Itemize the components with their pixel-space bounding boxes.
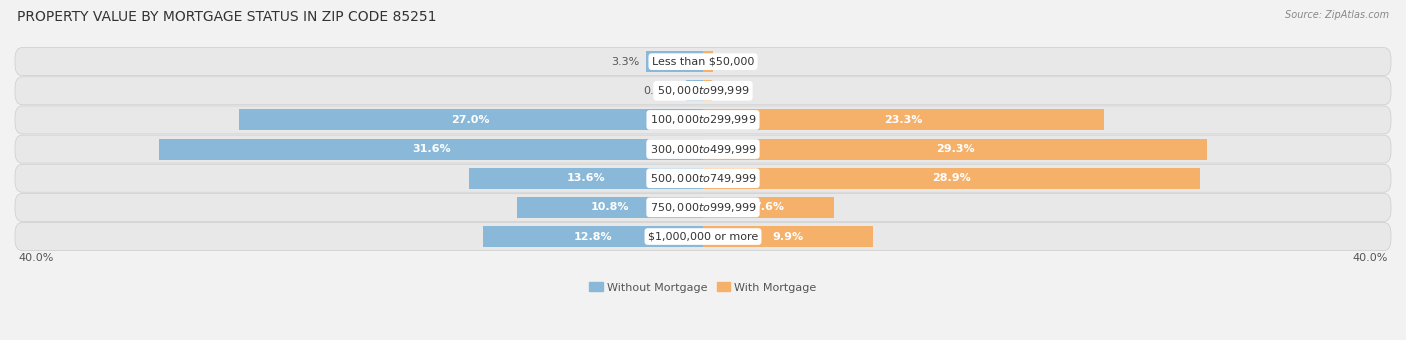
- Bar: [647, 51, 703, 72]
- Text: 0.99%: 0.99%: [644, 86, 679, 96]
- Text: 28.9%: 28.9%: [932, 173, 972, 183]
- Text: 27.0%: 27.0%: [451, 115, 491, 125]
- Text: $750,000 to $999,999: $750,000 to $999,999: [650, 201, 756, 214]
- Bar: [482, 226, 703, 247]
- Bar: [703, 139, 1206, 159]
- Text: 10.8%: 10.8%: [591, 202, 630, 212]
- Text: $100,000 to $299,999: $100,000 to $299,999: [650, 114, 756, 126]
- Text: 0.58%: 0.58%: [720, 57, 755, 67]
- Bar: [686, 80, 703, 101]
- Bar: [470, 168, 703, 189]
- Bar: [517, 197, 703, 218]
- Bar: [159, 139, 703, 159]
- FancyBboxPatch shape: [15, 164, 1391, 192]
- Text: $1,000,000 or more: $1,000,000 or more: [648, 232, 758, 241]
- Bar: [703, 109, 1104, 131]
- Text: 7.6%: 7.6%: [752, 202, 785, 212]
- Text: PROPERTY VALUE BY MORTGAGE STATUS IN ZIP CODE 85251: PROPERTY VALUE BY MORTGAGE STATUS IN ZIP…: [17, 10, 436, 24]
- Text: 29.3%: 29.3%: [935, 144, 974, 154]
- FancyBboxPatch shape: [15, 135, 1391, 163]
- Text: 40.0%: 40.0%: [1353, 253, 1388, 263]
- Text: Source: ZipAtlas.com: Source: ZipAtlas.com: [1285, 10, 1389, 20]
- Bar: [703, 80, 711, 101]
- Bar: [703, 197, 834, 218]
- Bar: [239, 109, 703, 131]
- Text: 13.6%: 13.6%: [567, 173, 606, 183]
- Text: $50,000 to $99,999: $50,000 to $99,999: [657, 84, 749, 97]
- Text: 9.9%: 9.9%: [772, 232, 804, 241]
- Text: 23.3%: 23.3%: [884, 115, 922, 125]
- FancyBboxPatch shape: [15, 48, 1391, 75]
- Text: 12.8%: 12.8%: [574, 232, 612, 241]
- FancyBboxPatch shape: [15, 223, 1391, 251]
- Text: 0.5%: 0.5%: [718, 86, 747, 96]
- Bar: [703, 226, 873, 247]
- FancyBboxPatch shape: [15, 193, 1391, 221]
- FancyBboxPatch shape: [15, 106, 1391, 134]
- Text: Less than $50,000: Less than $50,000: [652, 57, 754, 67]
- Text: $500,000 to $749,999: $500,000 to $749,999: [650, 172, 756, 185]
- Text: 40.0%: 40.0%: [18, 253, 53, 263]
- Text: 31.6%: 31.6%: [412, 144, 450, 154]
- Bar: [703, 168, 1201, 189]
- Bar: [703, 51, 713, 72]
- Text: $300,000 to $499,999: $300,000 to $499,999: [650, 142, 756, 156]
- Legend: Without Mortgage, With Mortgage: Without Mortgage, With Mortgage: [589, 282, 817, 292]
- Text: 3.3%: 3.3%: [612, 57, 640, 67]
- FancyBboxPatch shape: [15, 77, 1391, 105]
